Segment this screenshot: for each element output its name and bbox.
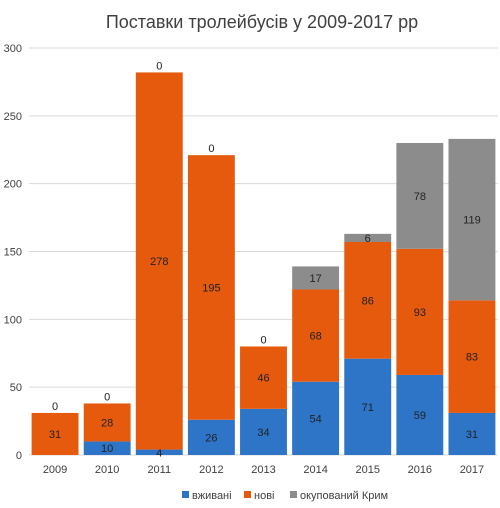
x-tick-label: 2014 — [303, 464, 327, 476]
data-label: 278 — [150, 256, 168, 268]
x-tick-label: 2015 — [355, 464, 379, 476]
data-label: 26 — [205, 432, 217, 444]
bar-segment — [135, 72, 183, 450]
data-label: 46 — [257, 373, 269, 385]
bar-segment — [292, 266, 340, 290]
bars: 0310102804278026195034460546817718665993… — [31, 60, 496, 459]
bar-segment — [448, 412, 496, 455]
y-tick-label: 250 — [4, 111, 22, 123]
bar-segment — [396, 248, 444, 375]
bar-segment — [396, 374, 444, 455]
x-tick-label: 2013 — [251, 464, 275, 476]
data-label: 4 — [156, 447, 162, 459]
x-tick-label: 2016 — [408, 464, 432, 476]
bar-segment — [31, 412, 79, 455]
data-label: 86 — [362, 295, 374, 307]
legend-swatch — [182, 491, 189, 498]
bar-segment — [344, 242, 392, 359]
x-tick-label: 2010 — [95, 464, 119, 476]
bar-segment — [448, 300, 496, 413]
legend-label: вживані — [192, 490, 232, 502]
bar-segment — [187, 155, 235, 420]
data-label: 78 — [414, 191, 426, 203]
data-label: 10 — [101, 443, 113, 455]
data-label: 195 — [202, 282, 220, 294]
bar-segment — [292, 381, 340, 455]
y-tick-label: 200 — [4, 179, 22, 191]
data-label: 28 — [101, 417, 113, 429]
bar-segment — [448, 138, 496, 301]
data-label: 0 — [260, 334, 266, 346]
data-label: 83 — [466, 352, 478, 364]
bar-segment — [135, 449, 183, 455]
bar-segment — [292, 289, 340, 382]
data-label: 0 — [208, 143, 214, 155]
bar-segment — [187, 419, 235, 455]
y-tick-label: 0 — [16, 450, 22, 462]
legend-swatch — [290, 491, 297, 498]
data-label: 68 — [309, 331, 321, 343]
x-tick-label: 2017 — [460, 464, 484, 476]
data-label: 59 — [414, 410, 426, 422]
data-label: 6 — [365, 233, 371, 245]
gridlines — [29, 47, 498, 456]
chart-title: Поставки тролейбусів у 2009-2017 рр — [106, 12, 418, 32]
y-tick-label: 100 — [4, 314, 22, 326]
x-tick-label: 2009 — [43, 464, 67, 476]
data-label: 17 — [309, 273, 321, 285]
data-label: 54 — [309, 413, 321, 425]
x-tick-label: 2011 — [147, 464, 171, 476]
bar-segment — [396, 142, 444, 249]
data-label: 31 — [466, 429, 478, 441]
legend-swatch — [244, 491, 251, 498]
data-label: 71 — [362, 402, 374, 414]
data-label: 31 — [49, 429, 61, 441]
bar-segment — [240, 408, 287, 455]
data-label: 0 — [104, 391, 110, 403]
y-tick-label: 300 — [4, 43, 22, 55]
bar-segment — [83, 403, 131, 442]
y-tick-label: 150 — [4, 247, 22, 259]
data-label: 93 — [414, 307, 426, 319]
legend: вживані нові окупований Крим — [182, 490, 388, 502]
y-tick-label: 50 — [10, 382, 22, 394]
x-axis-ticks: 2009 2010 2011 2012 2013 2014 2015 2016 2017 — [43, 464, 484, 476]
bar-segment — [83, 441, 131, 455]
data-label: 0 — [52, 401, 58, 413]
legend-label: окупований Крим — [300, 490, 388, 502]
bar-segment — [344, 358, 392, 455]
y-axis-ticks: 0 50 100 150 200 250 300 — [4, 43, 22, 462]
legend-label: нові — [254, 490, 274, 502]
x-tick-label: 2012 — [199, 464, 223, 476]
data-label: 34 — [257, 427, 269, 439]
data-label: 0 — [156, 60, 162, 72]
data-label: 119 — [463, 215, 481, 227]
bar-segment — [344, 233, 392, 243]
bar-segment — [240, 346, 287, 409]
